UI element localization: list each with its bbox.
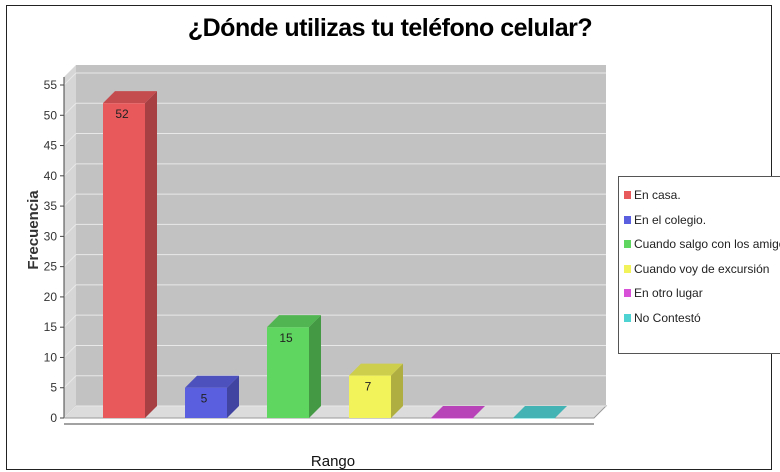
legend-swatch [624,264,631,273]
y-tick-label: 15 [44,320,58,334]
gridline-side [63,375,77,389]
bar [185,387,227,418]
gridline-side [63,284,77,298]
y-tick-label: 50 [44,108,58,122]
plot-side-wall [64,65,76,418]
bar-side [145,91,157,418]
y-tick-label: 40 [44,169,58,183]
legend-swatch [624,215,631,224]
legend-item: En otro lugar [619,281,780,306]
legend-item: En casa. [619,183,780,208]
bar [431,418,473,419]
gridline-side [63,345,77,358]
legend-item: No Contestó [619,306,780,331]
gridline-side [63,193,77,207]
legend-label: Cuando voy de excursión [634,261,770,276]
bar-top [267,315,321,328]
legend-swatch [624,313,631,322]
plot-background [76,65,606,406]
y-tick-label: 45 [44,139,58,153]
bar [267,327,309,418]
legend-item: En el colegio. [619,208,780,233]
legend-label: No Contestó [634,310,701,325]
legend-label: En otro lugar [634,286,703,301]
gridline-side [63,314,77,328]
gridline-side [63,405,77,419]
gridline-side [63,133,77,146]
bar [349,375,391,418]
bar-side [391,363,403,418]
bar [513,418,555,419]
gridline-side [63,72,77,86]
x-axis-title: Rango [311,453,355,470]
y-axis-title: Frecuencia [25,190,42,270]
legend-swatch [624,289,631,298]
y-tick-label: 55 [44,78,58,92]
gridline-side [63,163,77,177]
legend-item: Cuando salgo con los amigos [619,232,780,257]
y-tick-label: 10 [44,350,58,364]
y-tick-label: 30 [44,229,58,243]
bar [103,103,145,418]
legend-label: En el colegio. [634,212,707,227]
y-tick-label: 5 [50,381,57,395]
bar-side [309,315,321,418]
bar-data-label: 15 [279,331,293,345]
legend-label: Cuando salgo con los amigos [634,237,780,252]
bar-top [103,91,157,104]
bar-data-label: 5 [201,392,208,406]
gridline-side [63,102,77,116]
bar-data-label: 52 [115,107,129,121]
bar-top [513,406,567,418]
chart-legend: En casa. En el colegio. Cuando salgo con l… [618,176,780,354]
y-tick-label: 35 [44,199,58,213]
bar-data-label: 7 [365,380,372,394]
legend-swatch [624,240,631,249]
legend-label: En casa. [634,188,681,203]
gridline-side [63,254,77,267]
legend-swatch [624,191,631,200]
y-tick-label: 25 [44,260,58,274]
bar-top [185,375,239,388]
legend-item: Cuando voy de excursión [619,257,780,282]
bar-top [431,406,485,418]
chart-title: ¿Dónde utilizas tu teléfono celular? [187,14,593,42]
y-tick-label: 0 [50,411,57,425]
bar-top [349,363,403,376]
gridline-side [63,224,77,237]
bar-side [227,375,239,418]
y-tick-label: 20 [44,290,58,304]
